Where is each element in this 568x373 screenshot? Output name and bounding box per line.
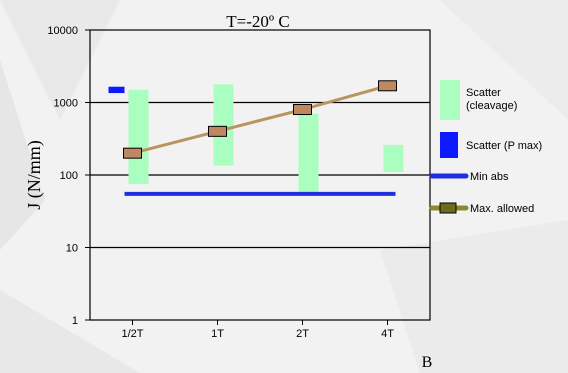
y-tick-label: 100 <box>60 170 78 182</box>
cleavage-bar <box>383 144 404 172</box>
x-tick-labels: 1/2T 1T 2T 4T <box>121 320 394 340</box>
y-tick-label: 10 <box>66 243 78 255</box>
chart-title: T=-20º C <box>226 12 290 31</box>
legend: Scatter (cleavage) Scatter (P max) Min abs M… <box>429 80 542 215</box>
cleavage-bar <box>128 89 149 185</box>
max-allowed-line <box>132 84 388 155</box>
y-tick-labels: 1 10 100 1000 10000 <box>47 25 78 327</box>
y-tick-label: 10000 <box>47 25 78 37</box>
y-tick-label: 1000 <box>54 98 78 110</box>
x-tick-label: 1T <box>211 328 224 340</box>
x-axis-label: B <box>422 354 433 371</box>
max-allowed-point <box>293 104 312 116</box>
cleavage-bar <box>213 84 234 166</box>
pmax-bar <box>108 86 125 94</box>
lines <box>123 80 397 196</box>
legend-minabs-label: Min abs <box>470 171 509 183</box>
legend-cleavage-label: Scatter (cleavage) <box>466 87 517 112</box>
y-axis-label: J (N/mm) <box>24 140 45 210</box>
y-tick-label: 1 <box>72 315 78 327</box>
max-allowed-point <box>208 125 227 137</box>
legend-cleavage-swatch <box>440 80 460 120</box>
legend-pmax-label: Scatter (P max) <box>466 140 542 152</box>
max-allowed-point <box>123 147 142 159</box>
cleavage-bar <box>298 113 319 194</box>
bars <box>108 84 404 194</box>
x-tick-label: 1/2T <box>121 328 143 340</box>
x-tick-label: 4T <box>381 328 394 340</box>
legend-maxallowed-marker <box>439 202 457 214</box>
max-allowed-point <box>378 80 397 92</box>
legend-maxallowed-label: Max. allowed <box>470 203 534 215</box>
x-tick-label: 2T <box>296 328 309 340</box>
legend-pmax-swatch <box>440 132 458 158</box>
